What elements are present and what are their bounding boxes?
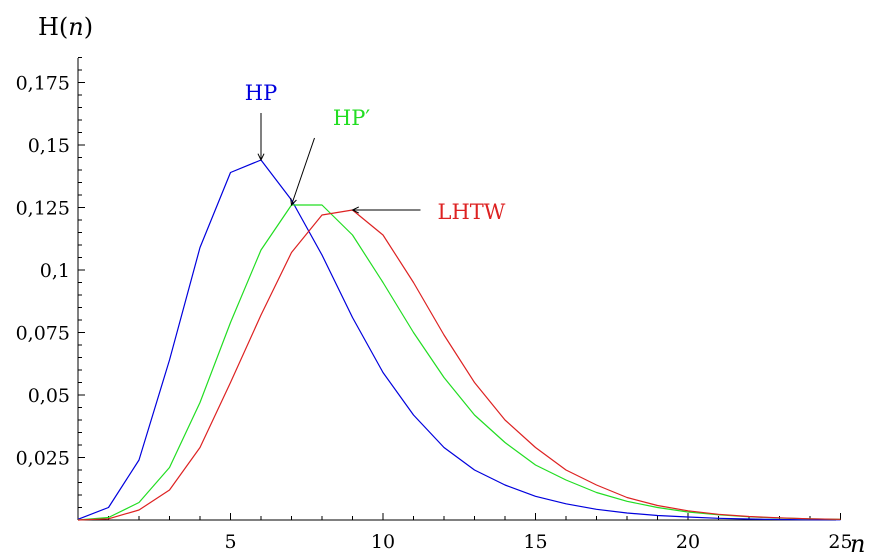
x-tick-label: 20	[676, 531, 700, 553]
series-line-hp	[77, 204, 841, 521]
series-line-hp	[77, 159, 841, 521]
series-label-lhtw: LHTW	[438, 200, 506, 224]
annotations: HP HP′ LHTW	[245, 81, 506, 224]
y-tick-label: 0,05	[28, 385, 70, 407]
annotation-arrow-hp	[291, 137, 315, 206]
series-label-hp: HP	[245, 81, 277, 105]
series-label-hp: HP′	[333, 106, 370, 130]
y-tick-label: 0,15	[28, 135, 70, 157]
y-axis-title: H(n)	[38, 13, 93, 41]
y-tick-label: 0,175	[16, 73, 70, 95]
ticks	[78, 57, 841, 520]
tick-labels: 5 10 15 20 25 0,025 0,05 0,075 0,1 0,125 0,15 0,175	[16, 73, 853, 554]
annotation-arrowhead-lhtw	[351, 206, 360, 214]
annotation-arrowhead-hp	[290, 197, 297, 207]
x-tick-label: 15	[523, 531, 547, 553]
series-line-lhtw	[77, 209, 841, 521]
x-tick-label: 25	[828, 531, 852, 553]
y-tick-label: 0,125	[16, 198, 70, 220]
x-tick-label: 10	[371, 531, 395, 553]
series-lines	[77, 159, 841, 521]
y-tick-label: 0,1	[40, 260, 70, 282]
x-tick-label: 5	[224, 531, 236, 553]
annotation-arrowhead-hp	[257, 153, 265, 162]
y-tick-label: 0,075	[16, 323, 70, 345]
y-tick-label: 0,025	[16, 448, 70, 470]
x-axis-title: n	[850, 530, 865, 554]
